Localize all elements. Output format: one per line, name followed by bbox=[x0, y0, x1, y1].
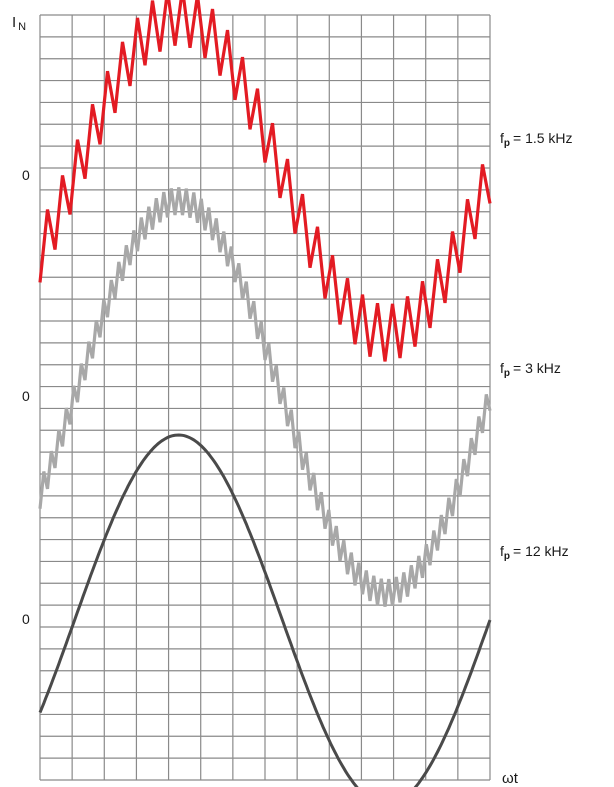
series-line-1 bbox=[38, 0, 492, 362]
series-line-2 bbox=[38, 187, 492, 607]
series-label-2: fp = 3 kHz bbox=[500, 360, 561, 379]
grid bbox=[39, 14, 491, 781]
zero-label-2: 0 bbox=[22, 388, 30, 404]
x-axis-label: ωt bbox=[502, 770, 519, 787]
series-line-3 bbox=[38, 433, 492, 787]
series-label-3: fp = 12 kHz bbox=[500, 543, 569, 562]
zero-label-3: 0 bbox=[22, 611, 30, 627]
curves bbox=[38, 0, 492, 787]
zero-label-1: 0 bbox=[22, 167, 30, 183]
series-label-1: fp = 1.5 kHz bbox=[500, 130, 573, 149]
